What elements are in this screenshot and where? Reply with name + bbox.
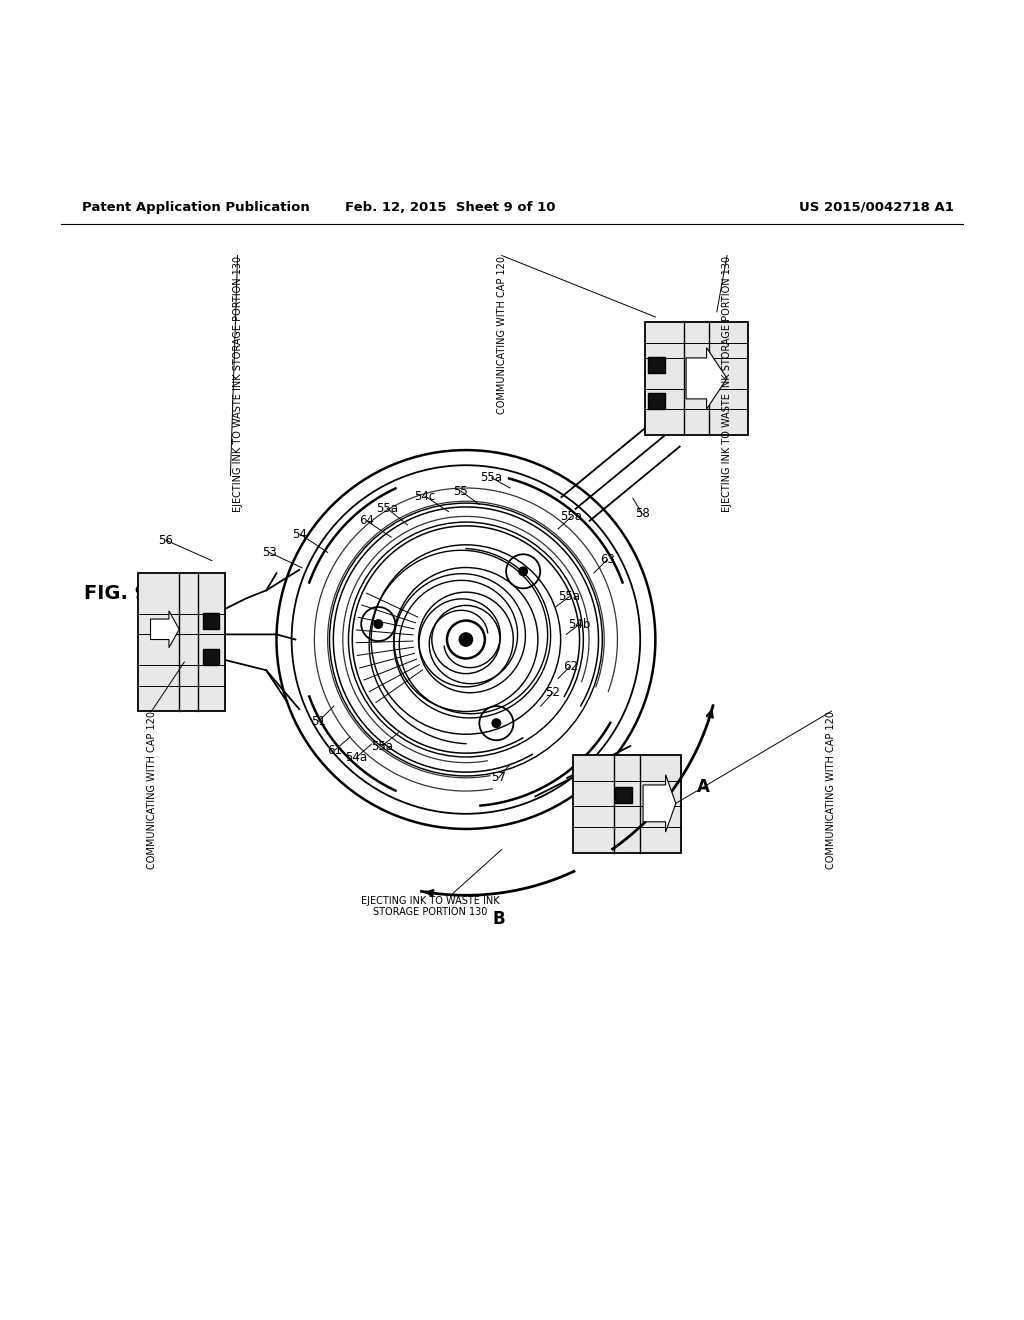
Text: 51: 51 [311,715,326,727]
Circle shape [374,620,383,628]
Text: A: A [697,779,710,796]
Circle shape [519,568,527,576]
Text: US 2015/0042718 A1: US 2015/0042718 A1 [799,201,953,214]
Text: 55a: 55a [480,471,503,484]
Bar [203,612,219,630]
Text: 54: 54 [293,528,307,541]
Bar [203,648,219,665]
Text: 58: 58 [635,507,649,520]
FancyBboxPatch shape [645,322,748,434]
Text: COMMUNICATING WITH CAP 120: COMMUNICATING WITH CAP 120 [146,711,157,869]
Polygon shape [686,347,727,409]
Text: 54b: 54b [568,618,591,631]
Bar [648,356,665,374]
Circle shape [460,632,472,647]
Text: Feb. 12, 2015  Sheet 9 of 10: Feb. 12, 2015 Sheet 9 of 10 [345,201,556,214]
Text: EJECTING INK TO WASTE INK
STORAGE PORTION 130: EJECTING INK TO WASTE INK STORAGE PORTIO… [360,895,500,917]
Text: EJECTING INK TO WASTE INK STORAGE PORTION 130: EJECTING INK TO WASTE INK STORAGE PORTIO… [232,256,243,512]
Text: FIG. 9: FIG. 9 [84,583,148,603]
Text: 56: 56 [159,533,173,546]
Bar [648,393,665,409]
Text: COMMUNICATING WITH CAP 120: COMMUNICATING WITH CAP 120 [826,711,837,869]
Bar [615,787,632,804]
Text: 55a: 55a [558,590,581,603]
Text: EJECTING INK TO WASTE INK STORAGE PORTION 130: EJECTING INK TO WASTE INK STORAGE PORTIO… [722,256,732,512]
Text: 53: 53 [262,546,276,558]
Text: 63: 63 [600,553,614,566]
Text: 55: 55 [454,484,468,498]
FancyBboxPatch shape [573,755,681,853]
Text: B: B [493,909,506,928]
Text: COMMUNICATING WITH CAP 120: COMMUNICATING WITH CAP 120 [497,256,507,413]
FancyBboxPatch shape [138,573,225,711]
Polygon shape [151,611,179,648]
Text: 57: 57 [492,771,506,784]
Text: 54c: 54c [415,490,435,503]
Text: 62: 62 [563,660,578,673]
Polygon shape [643,775,676,832]
Text: 55a: 55a [376,502,398,515]
Text: Patent Application Publication: Patent Application Publication [82,201,309,214]
Text: 55a: 55a [371,739,393,752]
Text: 64: 64 [359,515,374,527]
Text: 54a: 54a [345,751,368,764]
Text: 61: 61 [328,743,342,756]
Circle shape [493,719,501,727]
Text: 52: 52 [546,686,560,700]
Text: 55a: 55a [560,510,583,523]
